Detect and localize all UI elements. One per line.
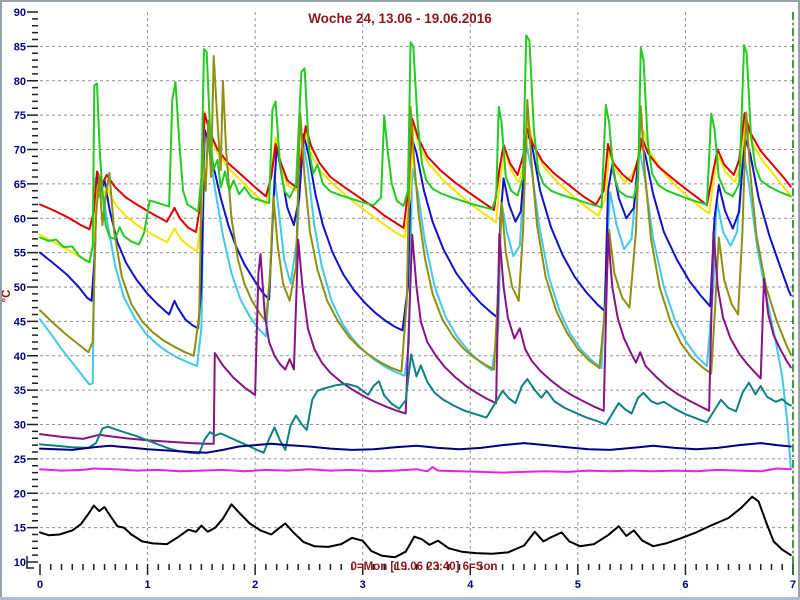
y-axis-tick-label: 40: [14, 351, 26, 363]
series-layer: [39, 34, 792, 559]
y-axis-unit-label: °C: [1, 290, 13, 303]
y-axis-tick-label: 15: [14, 523, 26, 535]
axis-corner: [26, 556, 34, 569]
y-axis-tick-label: 65: [14, 179, 26, 191]
y-axis-tick-label: 90: [14, 7, 26, 19]
series-navy-line: [39, 442, 792, 454]
x-axis-tick-label: 1: [145, 579, 151, 591]
x-axis-tick-label: 2: [252, 579, 258, 591]
series-teal-line: [39, 353, 792, 455]
y-axis-tick-label: 10: [14, 557, 26, 569]
chart-title: Woche 24, 13.06 - 19.06.2016: [308, 11, 492, 26]
y-axis-tick-label: 20: [14, 488, 26, 500]
y-axis-tick-label: 85: [14, 41, 26, 53]
y-axis-tick-label: 30: [14, 420, 26, 432]
x-axis-tick-label: 6: [682, 579, 688, 591]
y-axis-tick-label: 35: [14, 385, 26, 397]
x-axis-tick-label: 0: [37, 579, 43, 591]
series-green-line: [39, 34, 792, 264]
y-axis-tick-label: 50: [14, 282, 26, 294]
x-axis-tick-label: 5: [575, 579, 581, 591]
series-blue-line: [39, 128, 792, 332]
x-axis-tick-label: 3: [360, 579, 366, 591]
series-yellow-line: [39, 110, 792, 263]
y-axis-tick-label: 55: [14, 248, 26, 260]
y-axis-tick-label: 45: [14, 316, 26, 328]
y-axis-tick-label: 75: [14, 110, 26, 122]
series-olive-line: [39, 55, 792, 375]
series-magenta-line: [39, 466, 792, 474]
x-axis-label: 0=Mon [19.06 23:40] 6=Son: [350, 561, 497, 573]
y-axis-tick-label: 80: [14, 76, 26, 88]
y-axis-tick-label: 60: [14, 213, 26, 225]
x-axis-tick-label: 7: [790, 579, 796, 591]
series-purple-line: [39, 231, 792, 445]
y-axis-tick-label: 70: [14, 145, 26, 157]
series-black-line: [39, 495, 792, 559]
x-axis-tick-label: 4: [467, 579, 474, 591]
y-axis-tick-label: 25: [14, 454, 26, 466]
